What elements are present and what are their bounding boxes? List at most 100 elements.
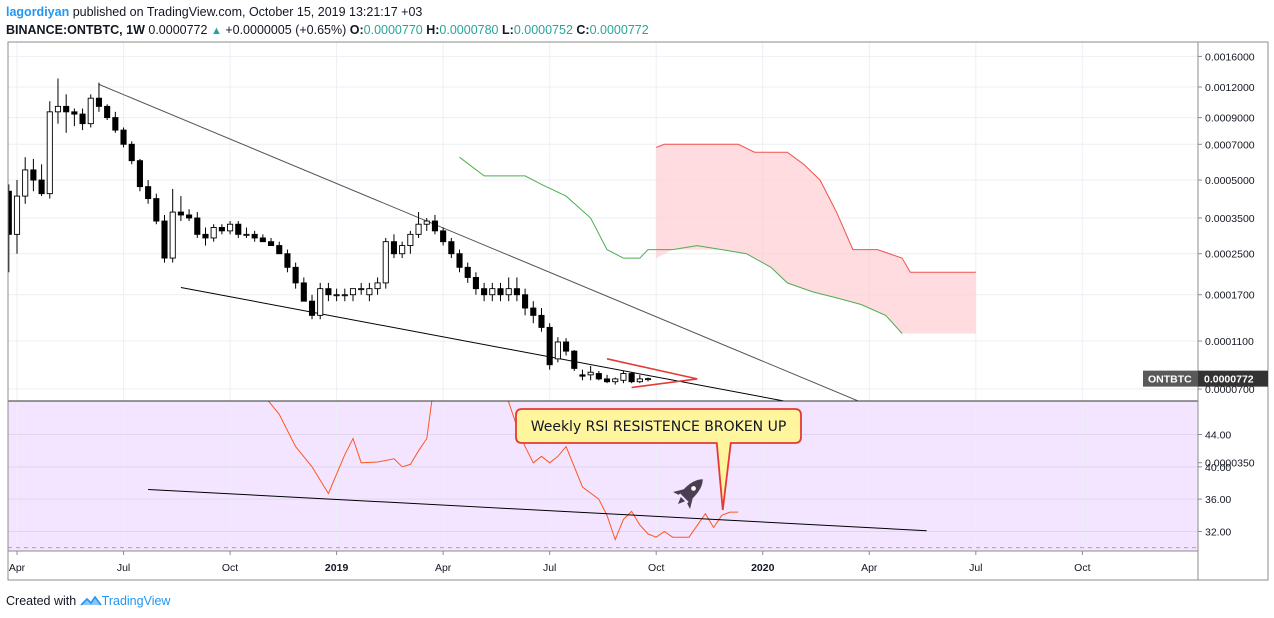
candle-body <box>472 277 479 290</box>
candle[interactable] <box>448 237 455 259</box>
last-price-label: 0.0000772 <box>1204 374 1254 386</box>
candle[interactable] <box>284 249 291 273</box>
candle[interactable] <box>136 158 143 192</box>
candle[interactable] <box>79 108 86 131</box>
candle[interactable] <box>292 262 299 289</box>
candle[interactable] <box>194 212 201 238</box>
candle[interactable] <box>251 230 258 242</box>
candle[interactable] <box>259 234 266 243</box>
author-link[interactable]: lagordiyan <box>6 5 70 19</box>
candle[interactable] <box>366 282 373 302</box>
candle[interactable] <box>186 209 193 222</box>
candle[interactable] <box>276 241 283 255</box>
candle[interactable] <box>472 272 479 295</box>
candle[interactable] <box>546 323 553 370</box>
candle-body <box>628 373 635 383</box>
candle-body <box>161 220 168 259</box>
candle[interactable] <box>227 221 234 235</box>
candle[interactable] <box>46 101 53 199</box>
candle[interactable] <box>63 94 70 133</box>
candle-body <box>563 341 570 352</box>
candle[interactable] <box>530 301 537 324</box>
candle[interactable] <box>456 249 463 273</box>
candle[interactable] <box>333 288 340 302</box>
candle[interactable] <box>38 164 45 197</box>
candle[interactable] <box>505 277 512 302</box>
candle[interactable] <box>112 111 119 133</box>
candle[interactable] <box>579 369 586 381</box>
candle[interactable] <box>300 277 307 302</box>
candle[interactable] <box>620 370 627 384</box>
candle[interactable] <box>481 282 488 302</box>
candle[interactable] <box>390 234 398 259</box>
candle[interactable] <box>325 282 332 302</box>
candle[interactable] <box>628 372 635 384</box>
candle[interactable] <box>382 237 389 289</box>
candle[interactable] <box>415 212 422 238</box>
candle[interactable] <box>177 196 184 222</box>
candles <box>6 78 652 385</box>
candle[interactable] <box>308 294 316 320</box>
candle[interactable] <box>13 180 21 254</box>
y-axis-frame <box>1197 41 1269 581</box>
candle[interactable] <box>571 350 578 371</box>
x-tick-label: Oct <box>1074 562 1090 574</box>
candle[interactable] <box>464 262 471 283</box>
candle[interactable] <box>489 282 496 302</box>
candle[interactable] <box>267 237 275 247</box>
candle[interactable] <box>71 108 78 127</box>
candle[interactable] <box>612 377 619 385</box>
candle-body <box>530 307 537 316</box>
tradingview-brand-link[interactable]: TradingView <box>101 594 171 608</box>
candle[interactable] <box>587 365 594 381</box>
candle[interactable] <box>95 82 102 112</box>
candle[interactable] <box>145 180 152 204</box>
candle[interactable] <box>202 227 209 246</box>
candle[interactable] <box>513 277 520 302</box>
candle[interactable] <box>235 221 242 238</box>
candle[interactable] <box>87 94 94 128</box>
candle[interactable] <box>374 277 381 295</box>
candle[interactable] <box>349 288 357 302</box>
candle[interactable] <box>120 127 127 148</box>
candle[interactable] <box>128 141 135 165</box>
candle[interactable] <box>243 227 250 238</box>
candle-body <box>522 294 529 309</box>
candle[interactable] <box>554 337 561 363</box>
candle[interactable] <box>153 193 160 225</box>
candle[interactable] <box>6 184 12 273</box>
candle[interactable] <box>522 288 529 316</box>
candle[interactable] <box>218 224 225 235</box>
candle[interactable] <box>595 370 602 381</box>
candle[interactable] <box>603 374 611 384</box>
candle[interactable] <box>169 188 176 263</box>
candle-body <box>71 111 78 115</box>
candle[interactable] <box>210 224 217 242</box>
candle[interactable] <box>644 377 652 382</box>
candle[interactable] <box>399 241 406 259</box>
symbol-label: BINANCE:ONTBTC, 1W <box>6 23 145 37</box>
rsi-callout[interactable]: Weekly RSI RESISTENCE BROKEN UP <box>515 408 802 511</box>
candle[interactable] <box>407 230 414 254</box>
candle-body <box>587 371 594 376</box>
candle-body <box>194 217 201 235</box>
candle[interactable] <box>563 338 570 356</box>
candle-body <box>63 105 70 113</box>
candle[interactable] <box>341 288 348 302</box>
candle[interactable] <box>431 214 438 235</box>
candle[interactable] <box>423 217 430 231</box>
candle[interactable] <box>497 282 504 302</box>
candle[interactable] <box>317 282 324 320</box>
candle[interactable] <box>22 157 29 204</box>
candle[interactable] <box>440 227 447 246</box>
candle[interactable] <box>358 282 365 295</box>
candle-body <box>620 373 627 381</box>
candle[interactable] <box>104 104 111 120</box>
candle[interactable] <box>54 78 62 124</box>
candle[interactable] <box>538 308 545 332</box>
candle-body <box>177 211 184 216</box>
candle[interactable] <box>636 374 643 384</box>
candle[interactable] <box>30 158 37 192</box>
candle[interactable] <box>161 214 168 263</box>
